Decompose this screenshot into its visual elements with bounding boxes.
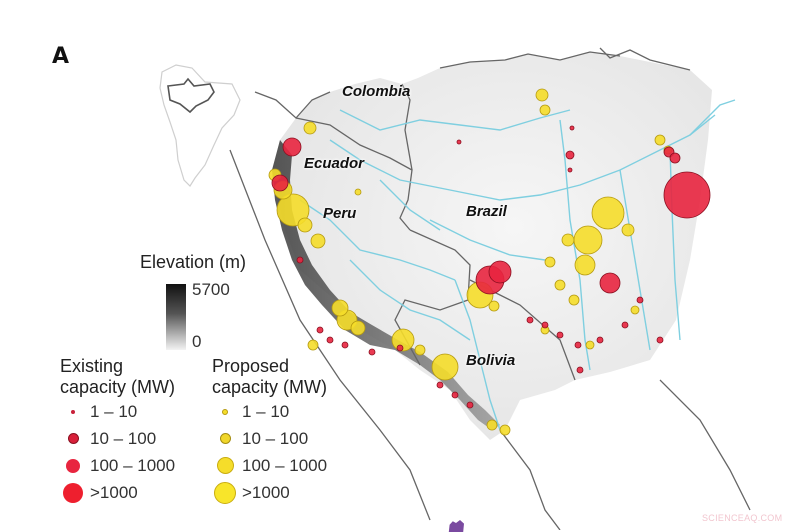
proposed-legend-label: 10 – 100 [242,428,309,448]
existing-small-dot-icon [71,409,75,414]
existing-large-dot-icon [66,458,80,473]
proposed-legend-item: 100 – 1000 [212,452,327,479]
proposed-legend-item: 10 – 100 [212,425,327,452]
proposed-legend-title-2: capacity (MW) [212,377,328,397]
elevation-max-label: 5700 [192,280,230,299]
label-peru: Peru [323,205,357,222]
country-borders [229,47,751,530]
proposed-legend-label: 1 – 10 [242,401,290,421]
proposed-legend-label: >1000 [242,482,290,502]
existing-medium-dot-icon [67,433,79,444]
amazon-basin [272,52,712,440]
existing-legend-label: >1000 [90,482,138,502]
rivers [299,99,736,431]
andes-elevation [272,140,500,430]
proposed-xlarge-dot-icon [214,481,236,504]
existing-capacity-legend: Existing capacity (MW) 1 – 10 10 – 100 1… [60,356,175,506]
panel-label: A [52,44,70,69]
existing-legend-label: 100 – 1000 [90,455,176,475]
proposed-capacity-legend: Proposed capacity (MW) 1 – 10 10 – 100 1… [212,356,327,506]
proposed-legend-title-1: Proposed [212,356,290,376]
elevation-min-label: 0 [192,332,202,351]
label-bolivia: Bolivia [466,352,516,369]
south-america-inset [159,64,241,187]
existing-legend-item: 10 – 100 [60,425,175,452]
watermark: SCIENCEAQ.COM [702,513,783,523]
elevation-colorbar [166,284,186,350]
proposed-dams [268,88,673,436]
label-brazil: Brazil [466,203,507,220]
proposed-large-dot-icon [216,457,234,474]
existing-legend-item: >1000 [60,479,175,506]
label-colombia: Colombia [342,83,411,100]
proposed-small-dot-icon [222,408,228,415]
label-ecuador: Ecuador [304,155,365,172]
elevation-legend-title: Elevation (m) [140,252,247,272]
existing-legend-label: 10 – 100 [90,428,157,448]
proposed-legend-label: 100 – 1000 [242,455,328,475]
purple-shape-fragment [448,520,464,532]
existing-legend-title-1: Existing [60,356,124,376]
existing-dams [271,125,711,409]
existing-legend-item: 1 – 10 [60,398,175,425]
existing-xlarge-dot-icon [63,482,83,503]
proposed-legend-item: >1000 [212,479,327,506]
existing-legend-label: 1 – 10 [90,401,138,421]
existing-legend-item: 100 – 1000 [60,452,175,479]
proposed-legend-item: 1 – 10 [212,398,327,425]
existing-legend-title-2: capacity (MW) [60,377,176,397]
proposed-medium-dot-icon [219,433,231,444]
